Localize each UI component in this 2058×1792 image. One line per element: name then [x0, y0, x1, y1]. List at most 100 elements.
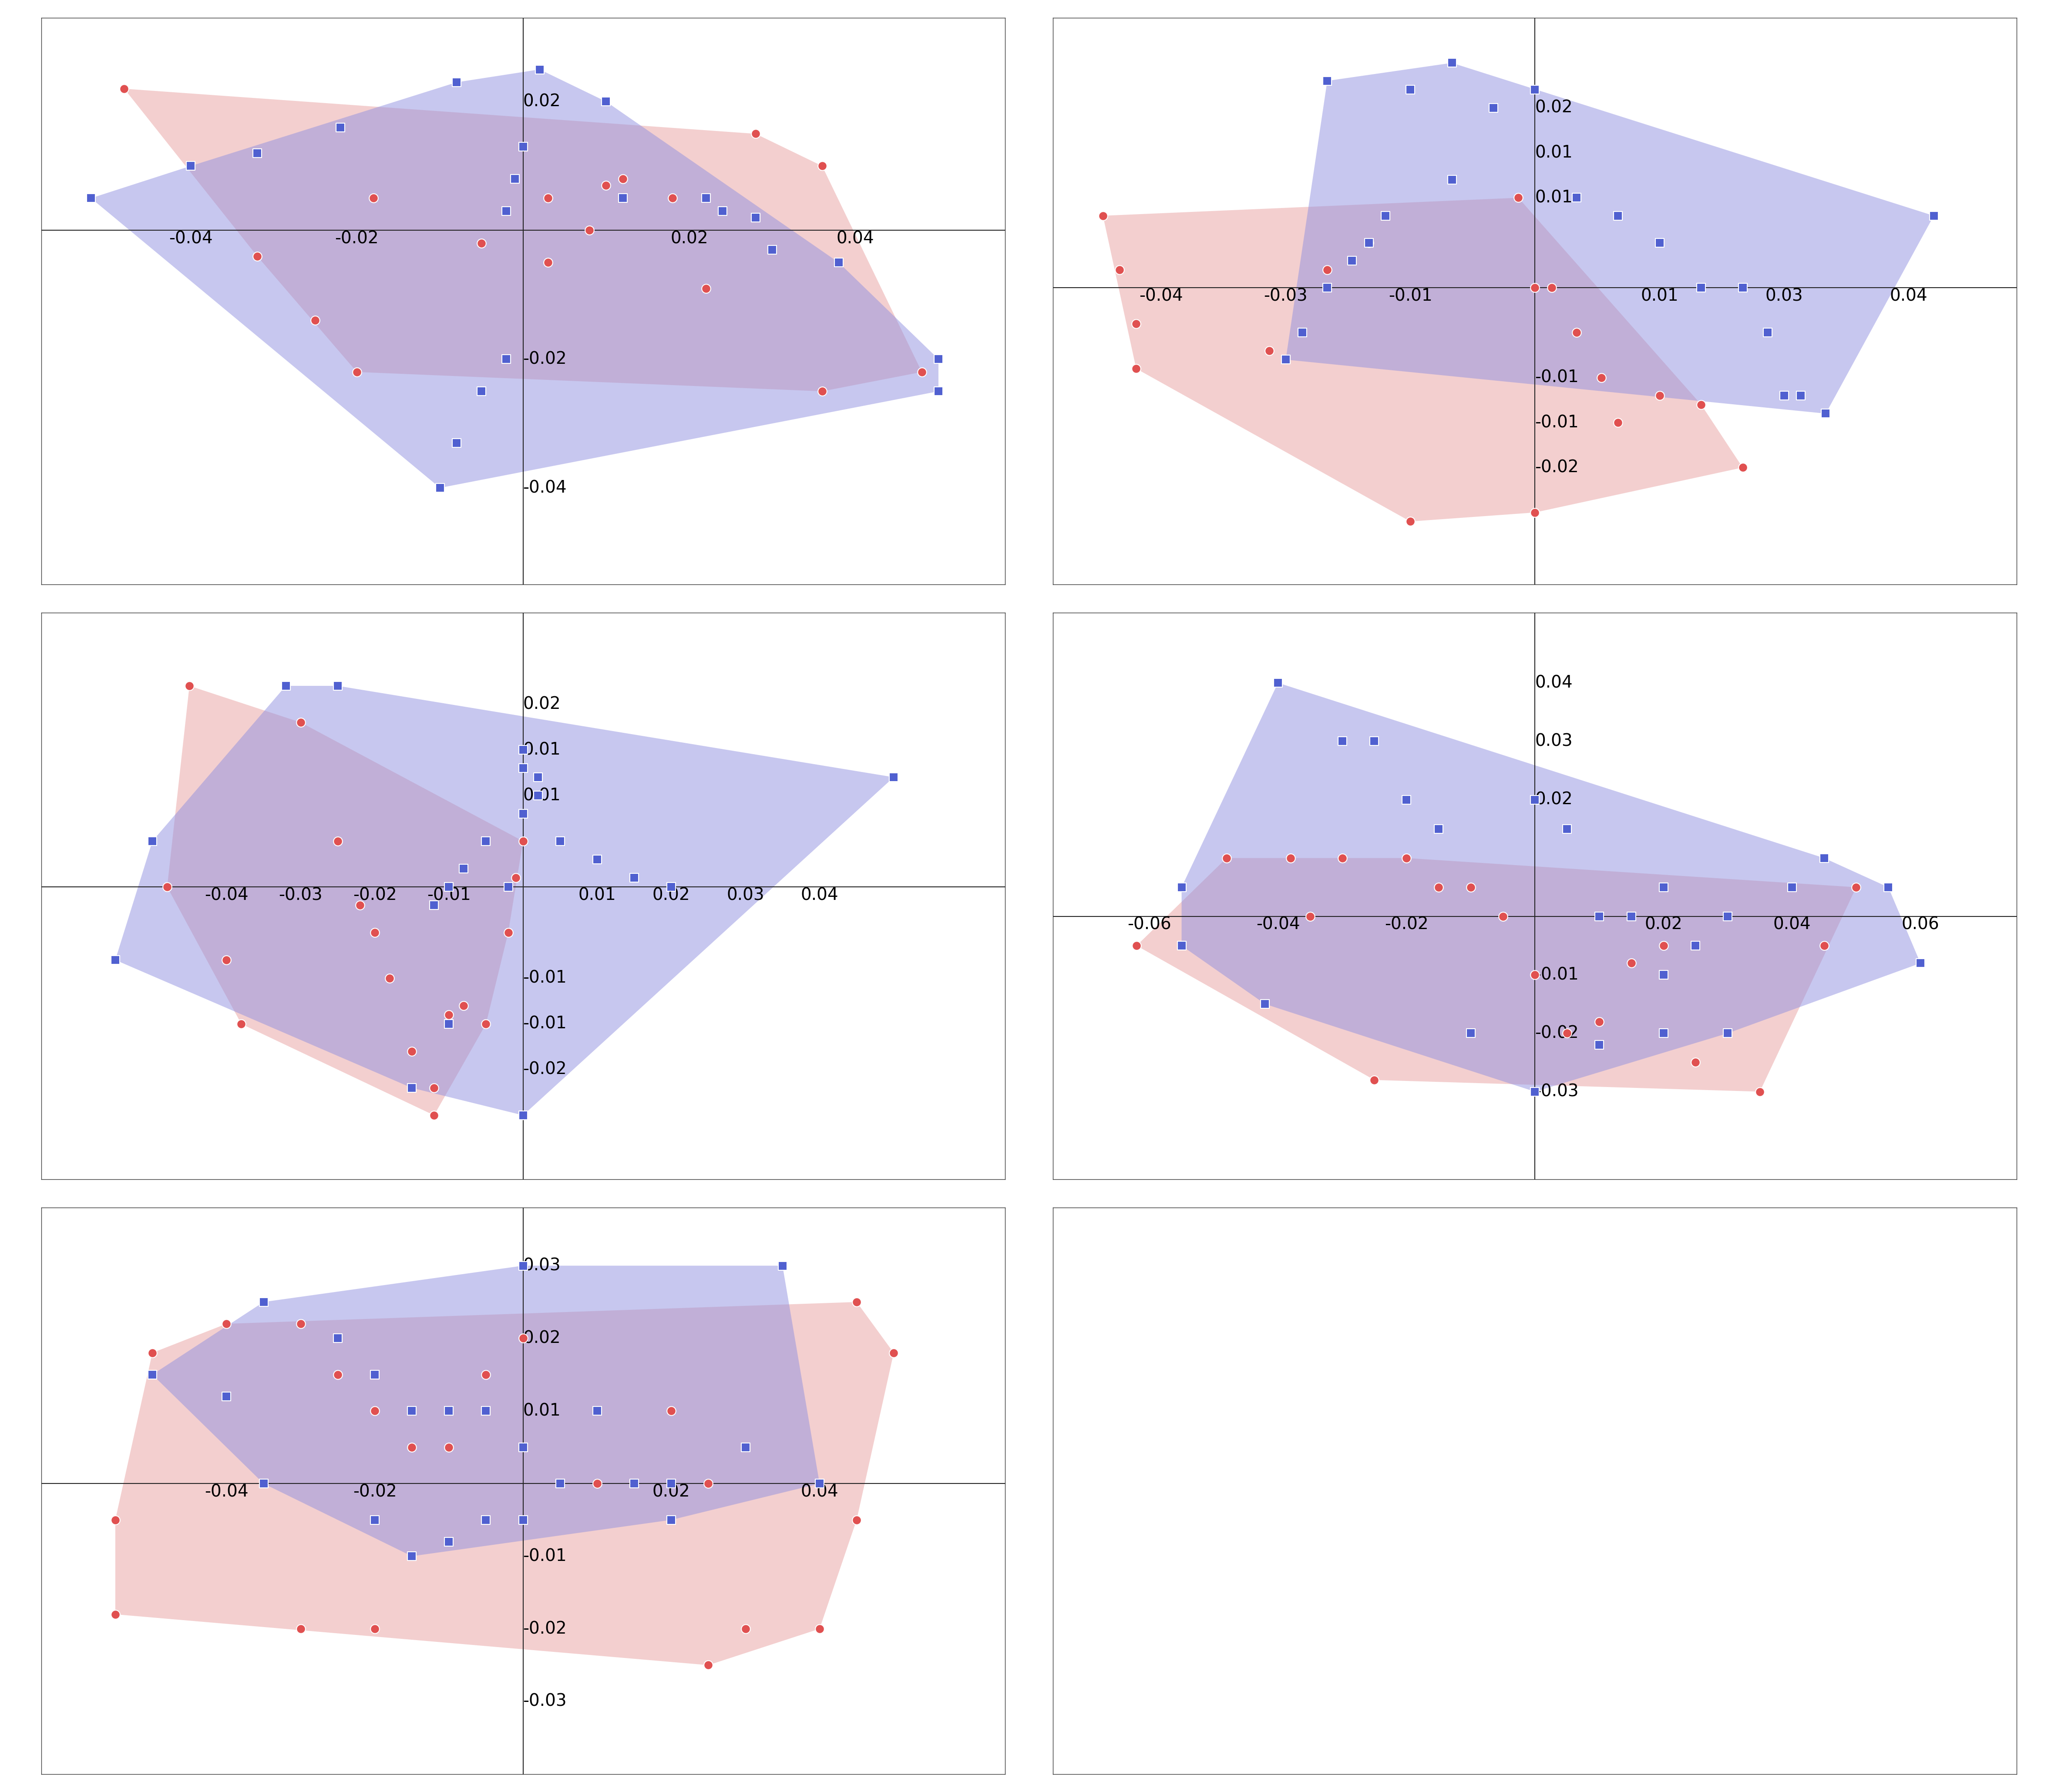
Point	[447, 855, 480, 883]
Point	[358, 1505, 391, 1534]
Point	[1294, 901, 1327, 930]
Point	[1311, 66, 1344, 95]
Text: -0.02: -0.02	[352, 887, 397, 903]
Point	[1784, 382, 1817, 410]
Point	[691, 1650, 724, 1679]
Point	[175, 152, 208, 181]
Point	[580, 1469, 613, 1498]
Point	[1679, 1048, 1712, 1077]
Point	[506, 754, 539, 783]
Text: Age group 5-8, p=0.327: Age group 5-8, p=0.327	[1367, 629, 1702, 656]
Point	[1585, 364, 1618, 392]
Point	[465, 376, 498, 405]
Point	[1807, 932, 1840, 961]
Text: 0.04: 0.04	[836, 231, 875, 247]
Point	[1768, 382, 1801, 410]
Point	[321, 1360, 354, 1389]
Text: 0.04: 0.04	[801, 1484, 838, 1500]
Point	[321, 1324, 354, 1353]
Point	[432, 1434, 465, 1462]
Point	[607, 165, 640, 194]
Point	[1087, 201, 1120, 229]
Point	[755, 235, 788, 263]
Point	[1165, 932, 1198, 961]
Point	[440, 68, 473, 97]
Point	[506, 826, 539, 855]
Point	[766, 1251, 799, 1279]
Text: 0.02: 0.02	[523, 93, 560, 109]
Point	[840, 1505, 873, 1534]
Point	[136, 826, 169, 855]
Point	[284, 1615, 317, 1643]
Text: -0.04: -0.04	[169, 231, 212, 247]
Text: 0.06: 0.06	[1902, 916, 1939, 934]
Point	[1103, 256, 1136, 285]
Point	[1840, 873, 1873, 901]
Point	[1727, 453, 1760, 482]
Point	[1809, 400, 1842, 428]
Point	[1286, 319, 1319, 348]
Point	[432, 1527, 465, 1555]
Point	[1751, 319, 1784, 348]
Point	[739, 120, 772, 149]
Point	[99, 1505, 132, 1534]
Point	[506, 1100, 539, 1129]
Point	[1434, 165, 1467, 194]
Text: 0.01: 0.01	[1535, 145, 1572, 161]
Text: -0.03: -0.03	[1535, 1084, 1578, 1100]
Text: -0.03: -0.03	[523, 1693, 566, 1710]
Point	[107, 75, 140, 104]
Point	[1274, 844, 1307, 873]
Point	[469, 1360, 502, 1389]
Point	[1679, 932, 1712, 961]
Text: -0.04: -0.04	[204, 887, 249, 903]
Point	[284, 708, 317, 737]
Point	[490, 197, 523, 226]
Point	[521, 781, 554, 810]
Point	[465, 229, 498, 258]
Point	[506, 1251, 539, 1279]
Point	[210, 946, 243, 975]
Point	[922, 344, 955, 373]
Point	[1486, 901, 1519, 930]
Point	[506, 1324, 539, 1353]
Point	[469, 826, 502, 855]
Point	[1519, 961, 1552, 989]
Point	[580, 846, 613, 874]
Point	[1807, 844, 1840, 873]
Point	[298, 306, 331, 335]
Point	[691, 1469, 724, 1498]
Point	[1519, 1077, 1552, 1106]
Point	[270, 672, 303, 701]
Point	[654, 1396, 687, 1425]
Point	[1616, 901, 1648, 930]
Text: -0.01: -0.01	[1535, 414, 1578, 430]
Point	[395, 1073, 428, 1102]
Text: -0.01: -0.01	[426, 887, 471, 903]
Point	[1583, 901, 1616, 930]
Point	[654, 1505, 687, 1534]
Point	[1646, 961, 1679, 989]
Point	[1389, 785, 1422, 814]
Text: 0.02: 0.02	[523, 1330, 560, 1346]
Point	[1776, 873, 1809, 901]
Point	[906, 358, 938, 387]
Point	[469, 1009, 502, 1038]
Point	[506, 799, 539, 828]
Text: 0.03: 0.03	[1766, 289, 1803, 305]
Text: 0.02: 0.02	[652, 1484, 689, 1500]
Point	[498, 165, 531, 194]
Point	[729, 1434, 761, 1462]
Point	[344, 891, 377, 919]
Point	[1393, 507, 1426, 536]
Text: -0.01: -0.01	[1535, 369, 1578, 385]
Text: 0.01: 0.01	[523, 1403, 560, 1419]
Point	[136, 1339, 169, 1367]
Point	[1583, 1030, 1616, 1059]
Point	[1519, 274, 1552, 303]
Point	[395, 1396, 428, 1425]
Point	[1519, 785, 1552, 814]
Point	[372, 964, 405, 993]
Point	[689, 185, 722, 213]
Text: 0.01: 0.01	[1640, 289, 1679, 305]
